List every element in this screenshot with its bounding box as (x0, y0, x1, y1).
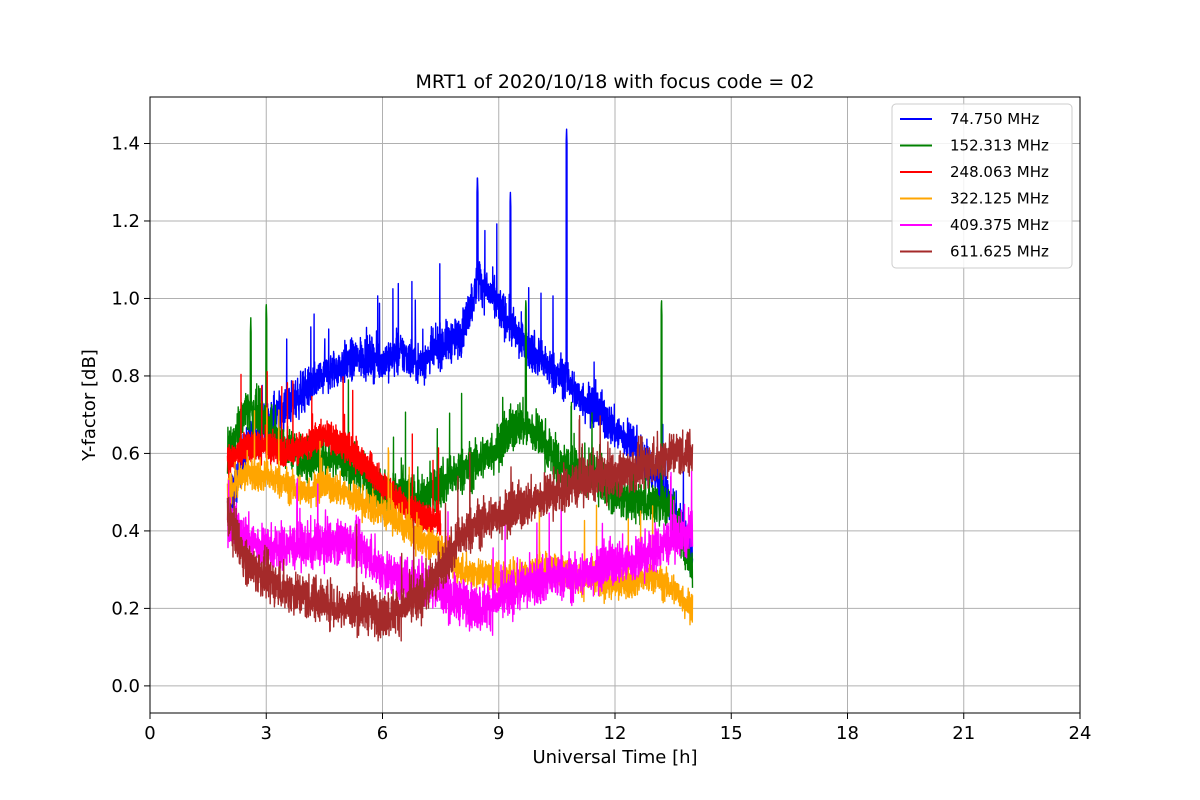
x-tick-label: 0 (144, 723, 155, 744)
y-axis-label: Y-factor [dB] (79, 349, 100, 462)
legend-label: 322.125 MHz (950, 190, 1049, 208)
series-layer (226, 128, 694, 642)
y-tick-label: 0.2 (111, 598, 140, 619)
legend-label: 74.750 MHz (950, 110, 1039, 128)
x-tick-label: 9 (493, 723, 504, 744)
x-tick-label: 15 (720, 723, 743, 744)
legend: 74.750 MHz 152.313 MHz 248.063 MHz 322.125 … (891, 103, 1073, 269)
legend-label: 248.063 MHz (950, 163, 1049, 181)
y-tick-label: 0.6 (111, 443, 140, 464)
series-line (226, 415, 694, 642)
legend-box (891, 103, 1073, 269)
series-line (226, 128, 694, 574)
series-line (226, 371, 442, 540)
ticks: 0 3 6 9 12 15 18 21 24 0.0 0.2 0.4 0.6 0.8 1.0 1.2 1.4 (111, 133, 1091, 744)
x-tick-label: 3 (261, 723, 272, 744)
y-tick-label: 1.0 (111, 288, 140, 309)
y-tick-label: 1.2 (111, 211, 140, 232)
x-tick-label: 6 (377, 723, 388, 744)
y-tick-label: 1.4 (111, 133, 140, 154)
x-axis-label: Universal Time [h] (532, 747, 697, 768)
y-tick-label: 0.0 (111, 676, 140, 697)
x-tick-label: 18 (836, 723, 859, 744)
y-tick-label: 0.8 (111, 366, 140, 387)
x-tick-label: 21 (952, 723, 975, 744)
legend-label: 152.313 MHz (950, 137, 1049, 155)
x-tick-label: 24 (1069, 723, 1092, 744)
legend-label: 409.375 MHz (950, 216, 1049, 234)
chart-title: MRT1 of 2020/10/18 with focus code = 02 (416, 71, 815, 93)
y-tick-label: 0.4 (111, 521, 140, 542)
series-line (226, 470, 694, 636)
x-tick-label: 12 (604, 723, 627, 744)
legend-label: 611.625 MHz (950, 243, 1049, 261)
